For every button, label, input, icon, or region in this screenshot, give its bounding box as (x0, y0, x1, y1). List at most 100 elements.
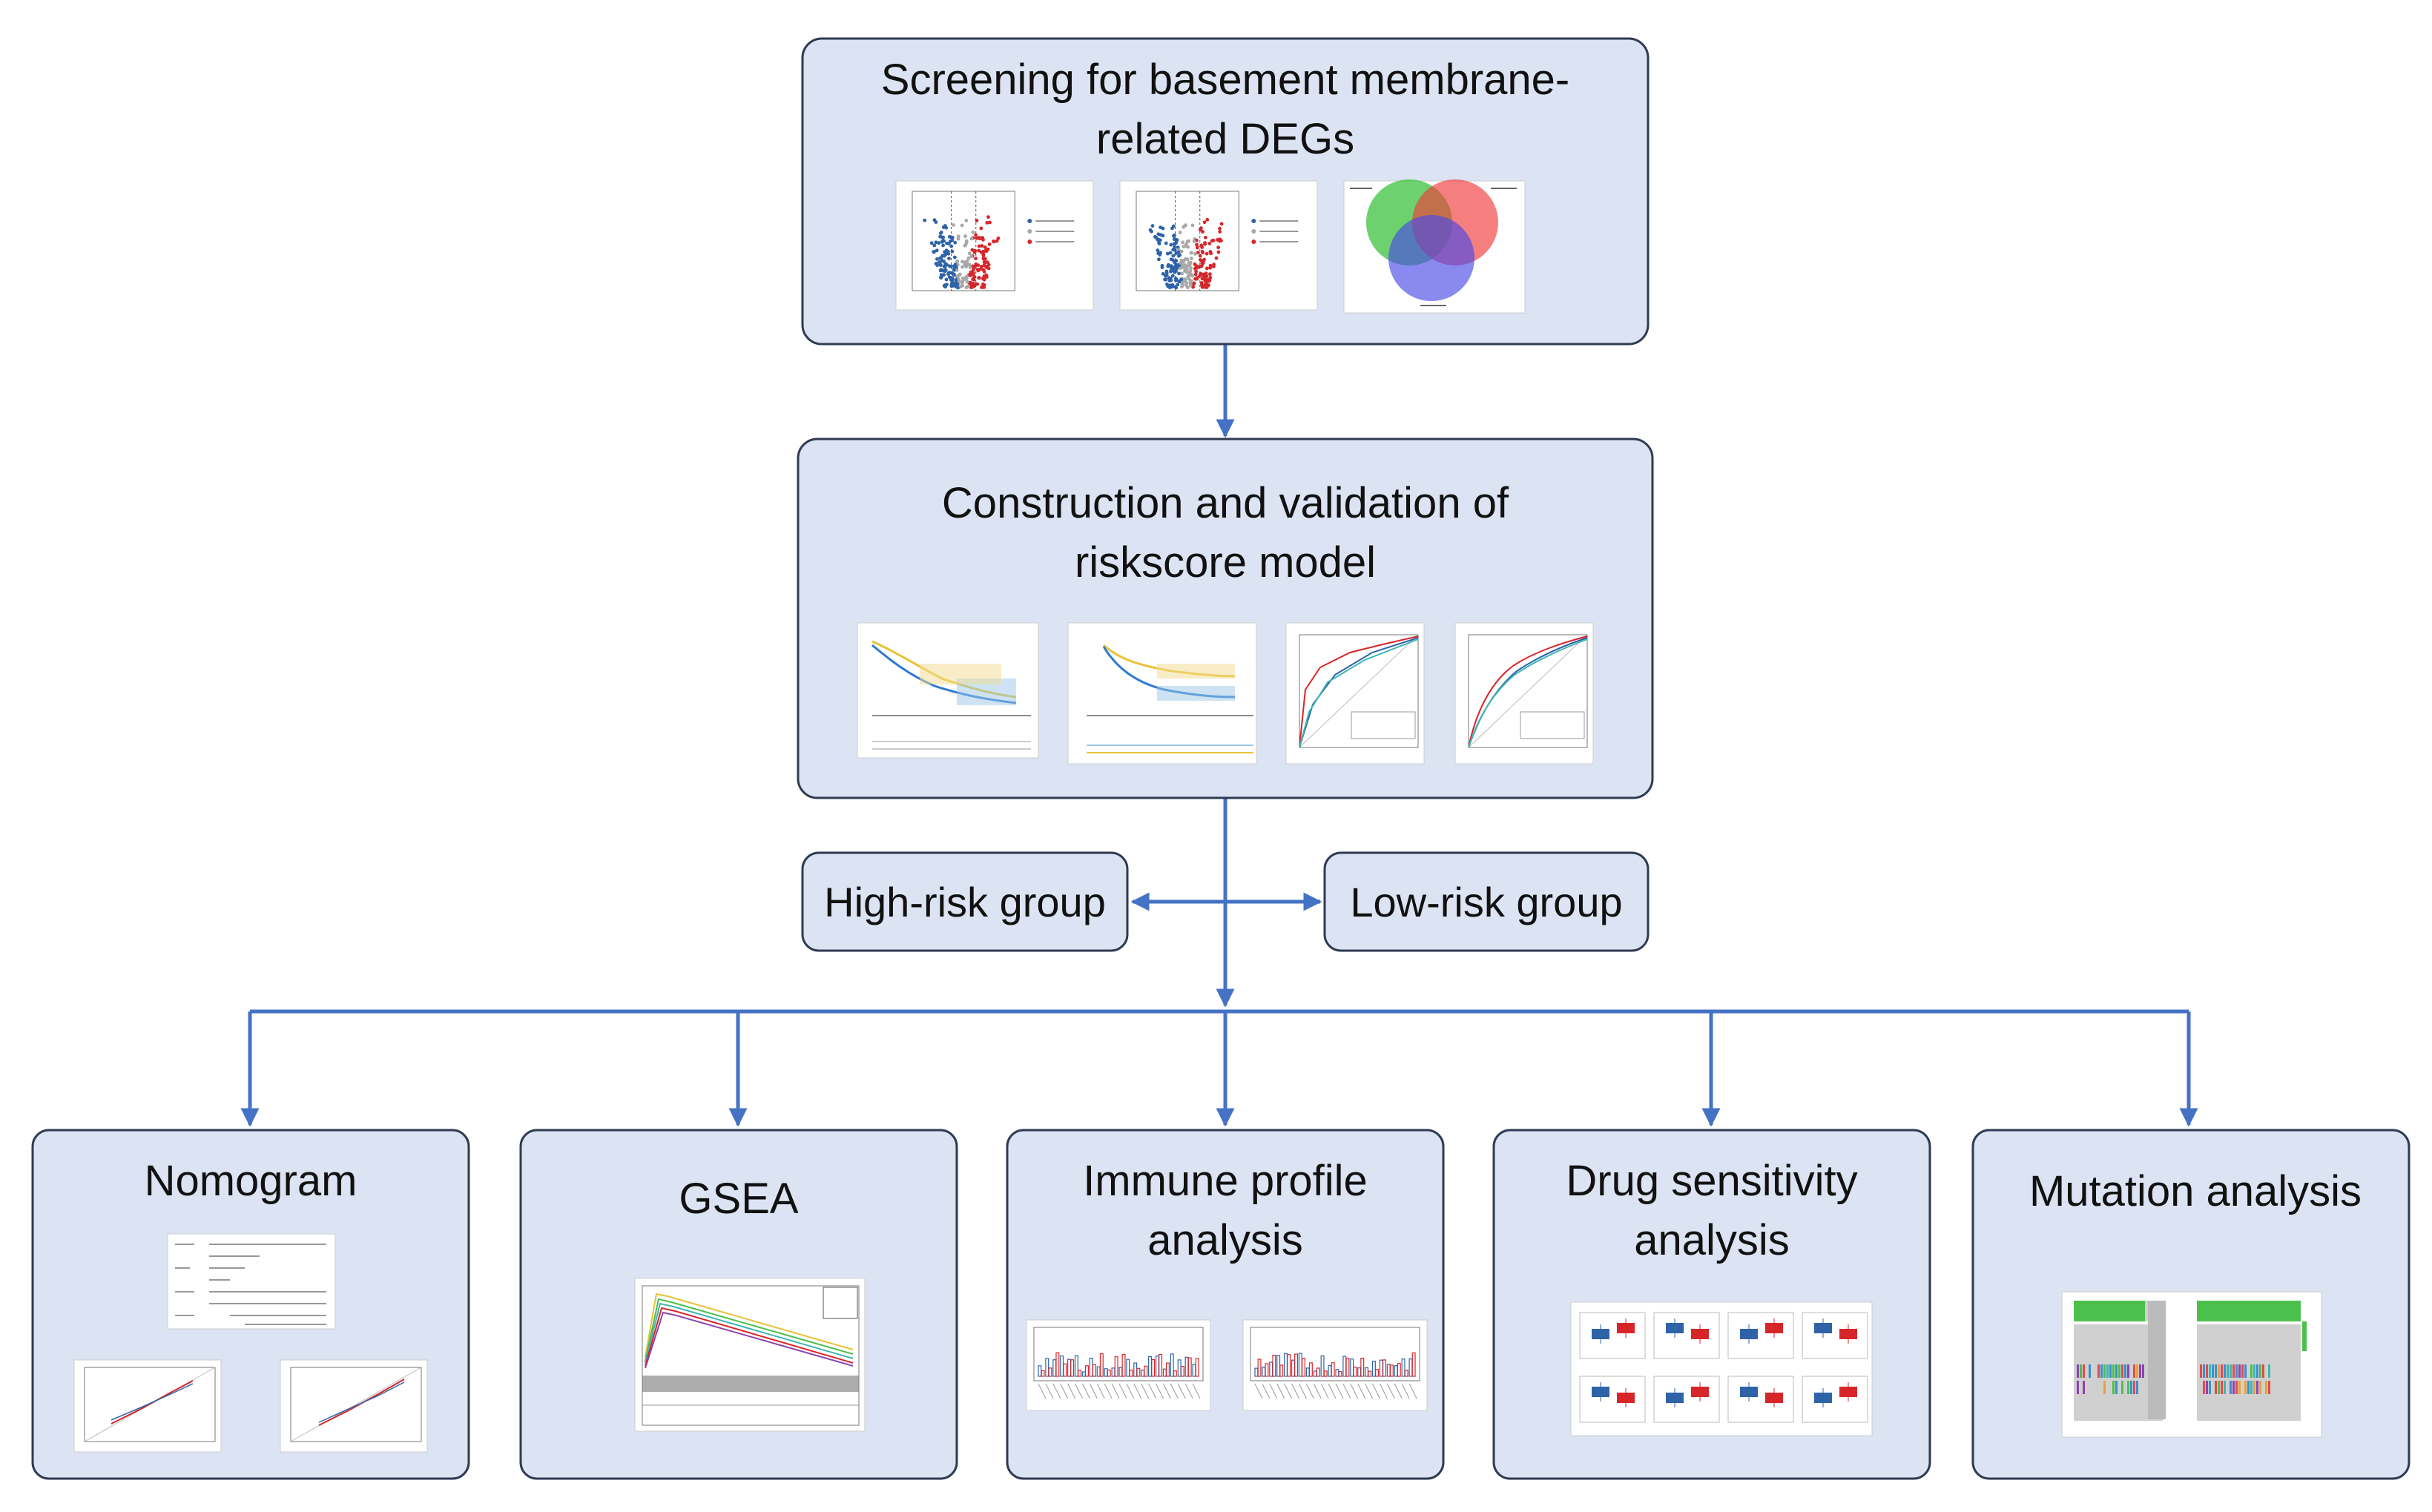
onco-mutation-cell (2200, 1364, 2202, 1378)
immune-box (1063, 1363, 1067, 1377)
volcano-point (1180, 285, 1184, 288)
volcano-point (958, 273, 961, 277)
volcano-plot-2-thumbnail (1119, 180, 1318, 311)
immune-box (1298, 1353, 1302, 1377)
node-construction[interactable]: Construction and validation of riskscore… (797, 438, 1654, 799)
onco-mutation-cell (2115, 1381, 2118, 1394)
volcano-point (1206, 283, 1210, 287)
immune-box (1177, 1359, 1182, 1377)
immune-box (1328, 1364, 1332, 1377)
volcano-point (970, 248, 975, 252)
roc-curve-2-thumbnail (1454, 622, 1594, 765)
volcano-point (1179, 249, 1184, 254)
volcano-point (984, 265, 989, 269)
volcano-point (1171, 258, 1175, 263)
volcano-point (1189, 272, 1193, 277)
onco-mutation-cell (2253, 1381, 2255, 1394)
oncoplot-thumbnail (2061, 1291, 2322, 1438)
node-nomogram[interactable]: Nomogram (31, 1129, 470, 1480)
immune-box (1360, 1357, 1365, 1377)
immune-box (1155, 1356, 1159, 1377)
volcano-point (1193, 266, 1197, 271)
volcano-point (1199, 271, 1203, 276)
volcano-point (955, 268, 959, 272)
volcano-point (1177, 271, 1181, 276)
low-risk-label: Low-risk group (1350, 879, 1622, 925)
volcano-point (986, 215, 990, 219)
onco-mutation-cell (2235, 1381, 2238, 1394)
onco-mutation-cell (2227, 1364, 2229, 1378)
immune-box (1085, 1365, 1089, 1377)
volcano-point (965, 280, 969, 284)
immune-box (1411, 1352, 1416, 1377)
volcano-point (972, 268, 975, 272)
volcano-point (1207, 242, 1212, 245)
node-high-risk[interactable]: High-risk group (801, 851, 1129, 952)
onco-mutation-cell (2265, 1381, 2267, 1394)
mutation-title: Mutation analysis (2029, 1167, 2362, 1215)
onco-mutation-cell (2203, 1364, 2205, 1378)
node-mutation-analysis[interactable]: Mutation analysis (1971, 1129, 2410, 1480)
volcano-point (972, 277, 976, 281)
volcano-point (941, 243, 946, 248)
node-gsea[interactable]: GSEA (519, 1129, 958, 1480)
volcano-point (943, 269, 947, 274)
node-immune-profile[interactable]: Immune profile analysis (1006, 1129, 1445, 1480)
immune-box (1114, 1356, 1118, 1377)
immune-box (1111, 1367, 1116, 1377)
immune-box (1389, 1364, 1394, 1377)
volcano-point (941, 235, 946, 240)
volcano-point (969, 284, 974, 288)
volcano-point (939, 273, 943, 277)
node-screening[interactable]: Screening for basement membrane- related… (801, 37, 1650, 346)
volcano-point (1175, 238, 1179, 242)
volcano-point (977, 276, 981, 280)
immune-box (1038, 1365, 1042, 1377)
volcano-point (1192, 240, 1196, 243)
node-drug-sensitivity[interactable]: Drug sensitivity analysis (1492, 1129, 1931, 1480)
volcano-point (1174, 285, 1179, 290)
volcano-point (1196, 245, 1199, 250)
immune-box (1323, 1370, 1328, 1377)
venn-diagram-thumbnail (1343, 179, 1526, 314)
onco-mutation-cell (2112, 1381, 2115, 1394)
volcano-point (985, 260, 989, 264)
volcano-point (966, 284, 971, 288)
onco-mutation-cell (2121, 1381, 2123, 1394)
volcano-point (966, 256, 971, 260)
volcano-point (975, 282, 980, 286)
immune-box (1408, 1358, 1413, 1377)
onco-mutation-cell (2221, 1364, 2223, 1378)
volcano-point (977, 248, 981, 253)
volcano-point (982, 285, 986, 289)
immune-box (1107, 1369, 1111, 1377)
immune-box (1141, 1370, 1145, 1377)
volcano-point (1190, 257, 1193, 260)
volcano-point (1164, 241, 1168, 245)
volcano-point (1161, 271, 1165, 276)
onco-mutation-cell (2215, 1364, 2217, 1378)
volcano-point (1168, 276, 1173, 280)
onco-mutation-cell (2244, 1381, 2247, 1394)
volcano-point (1161, 226, 1165, 231)
volcano-point (1187, 274, 1190, 279)
volcano-point (1176, 254, 1181, 258)
node-low-risk[interactable]: Low-risk group (1323, 851, 1650, 952)
onco-mutation-cell (2106, 1364, 2109, 1378)
onco-mutation-cell (2212, 1364, 2214, 1378)
volcano-point (1219, 222, 1224, 226)
immune-box (1052, 1359, 1057, 1377)
volcano-point (969, 254, 974, 259)
volcano-point (1218, 226, 1222, 231)
volcano-point (971, 265, 975, 269)
volcano-point (1180, 271, 1184, 276)
onco-mutation-cell (2083, 1381, 2085, 1394)
volcano-point (1183, 244, 1187, 248)
volcano-plot-1-thumbnail (895, 180, 1094, 311)
onco-mutation-cell (2209, 1381, 2211, 1394)
immune-box (1074, 1355, 1078, 1377)
immune-box (1129, 1370, 1133, 1377)
roc-curve-1-thumbnail (1285, 622, 1425, 765)
volcano-point (981, 268, 986, 272)
onco-mutation-cell (2083, 1364, 2085, 1378)
